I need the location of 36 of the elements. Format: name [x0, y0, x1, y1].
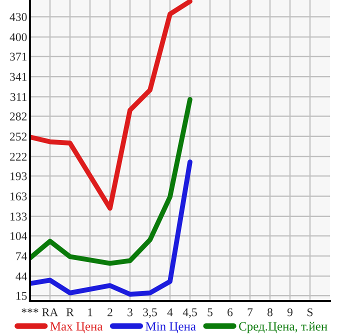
- x-tick-label: RA: [42, 308, 58, 316]
- y-tick-label: 104: [10, 232, 28, 240]
- x-tick-label: 3: [128, 308, 132, 316]
- x-tick-label: 4,5: [182, 308, 197, 318]
- y-tick-label: 311: [10, 93, 27, 101]
- x-tick-label: 2: [108, 308, 112, 316]
- x-tick-label: 6: [228, 308, 233, 316]
- y-tick-label: 74: [16, 252, 28, 260]
- y-tick-label: 371: [10, 52, 27, 61]
- y-tick-label: 193: [10, 172, 27, 180]
- y-tick-label: 400: [10, 33, 27, 42]
- y-tick-label: 282: [10, 112, 27, 120]
- y-tick-label: 222: [10, 152, 27, 161]
- x-tick-label: 9: [287, 308, 292, 316]
- y-tick-label: 44: [16, 272, 28, 280]
- line-series: [30, 97, 192, 266]
- legend-label: Max Цена: [50, 322, 103, 334]
- x-tick-label: 5: [208, 308, 212, 316]
- x-tick-label: 8: [268, 308, 272, 316]
- y-tick-label: 133: [10, 212, 27, 221]
- legend-label: Сред.Цена, т.йен: [239, 322, 328, 334]
- line-series: [30, 0, 192, 211]
- legend-label: Min Цена: [146, 322, 196, 334]
- y-tick-label: 252: [10, 132, 27, 141]
- x-tick-label: 3,5: [143, 308, 157, 318]
- x-tick-label: S: [308, 308, 313, 316]
- x-tick-label: R: [66, 308, 74, 316]
- x-tick-label: 1: [88, 308, 92, 316]
- x-tick-label: 7: [248, 308, 253, 316]
- y-tick-label: 15: [16, 292, 27, 300]
- x-tick-label: 4: [167, 308, 173, 316]
- y-tick-label: 163: [10, 192, 27, 200]
- y-tick-label: 430: [10, 13, 27, 22]
- y-tick-label: 341: [10, 72, 27, 81]
- line-series: [30, 159, 192, 297]
- x-tick-label: ***: [22, 308, 38, 313]
